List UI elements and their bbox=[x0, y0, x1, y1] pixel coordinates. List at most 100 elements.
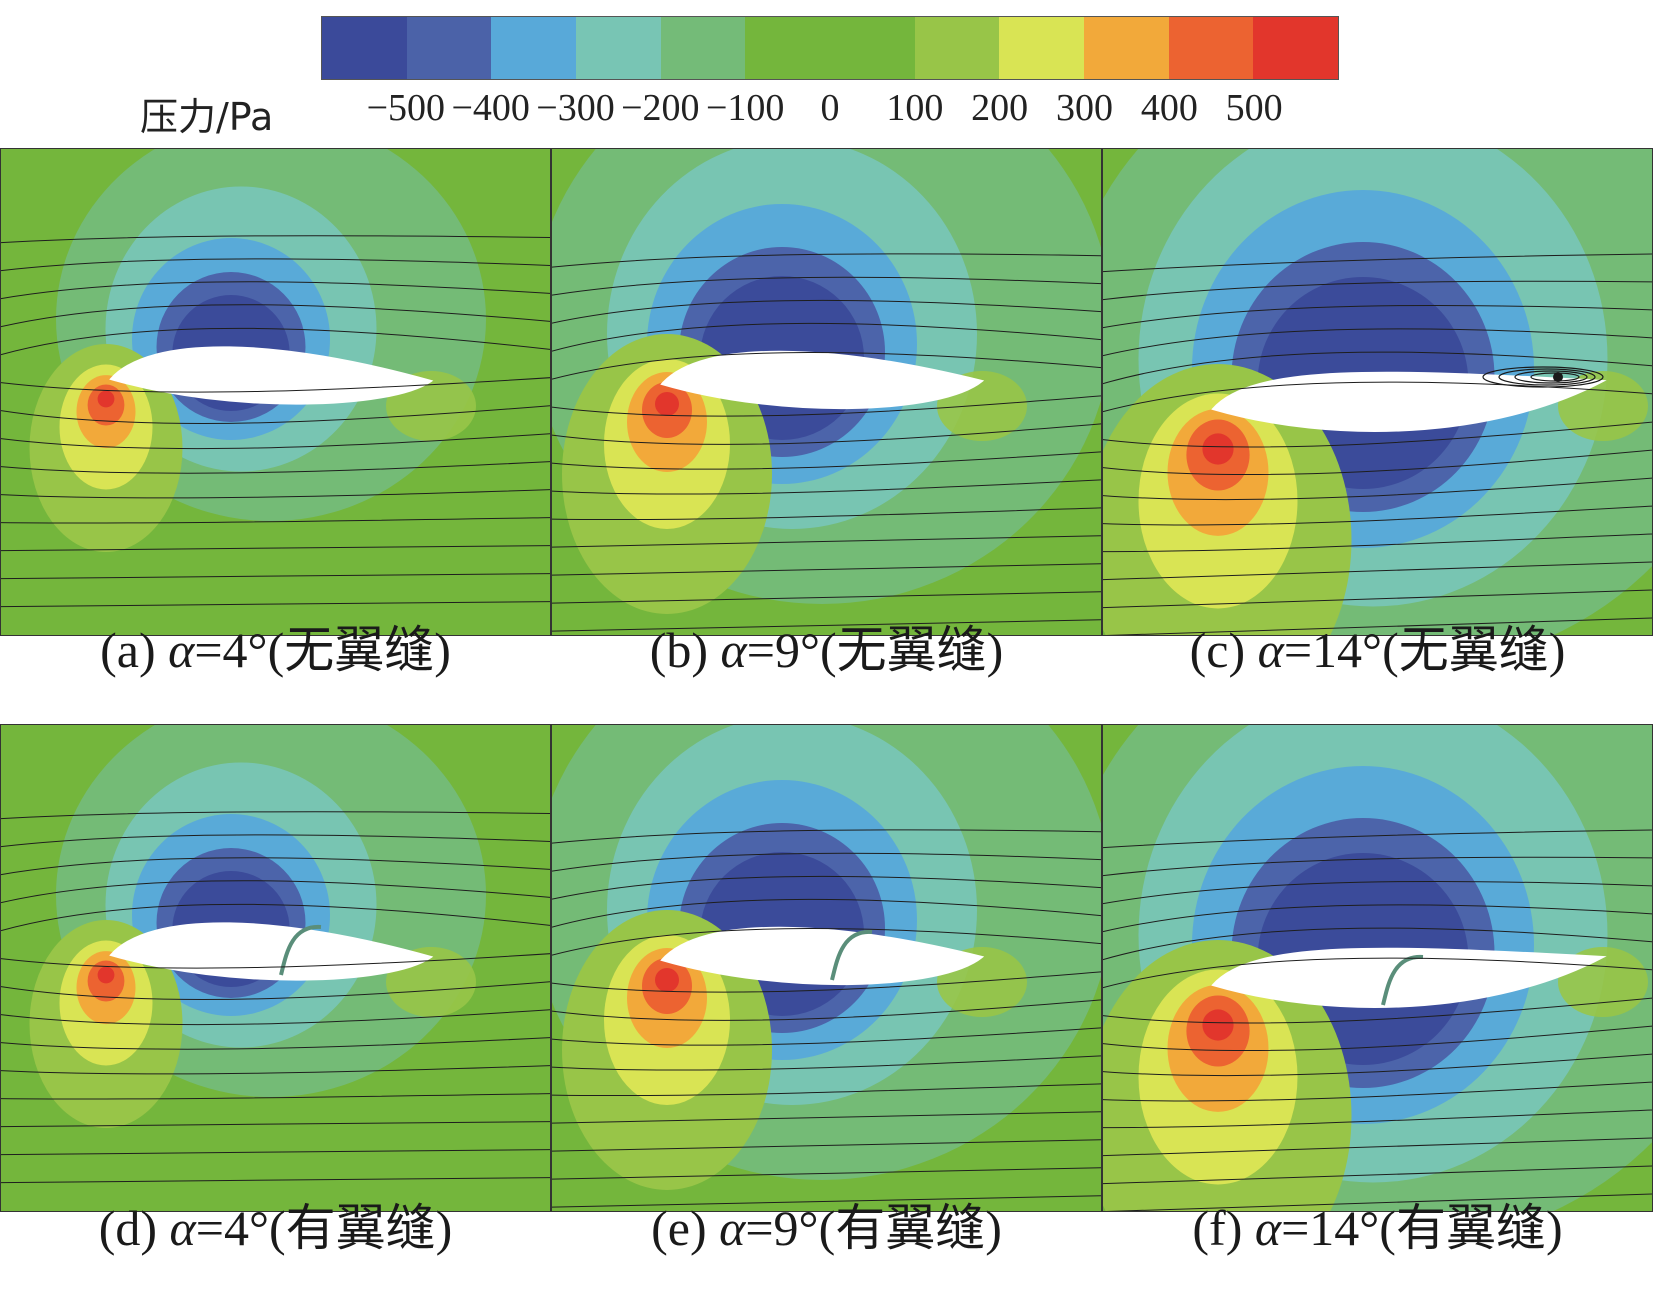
colorbar-swatch-2 bbox=[491, 17, 577, 79]
streamline bbox=[1, 433, 550, 450]
airfoil-body bbox=[109, 346, 434, 405]
panel-caption-b: (b) α=9°(无翼缝) bbox=[551, 610, 1102, 682]
streamline bbox=[552, 1167, 1101, 1180]
colorbar-unit-label: 压力/Pa bbox=[140, 95, 274, 139]
streamlines bbox=[1103, 253, 1652, 635]
streamlines bbox=[1, 235, 550, 608]
colorbar-swatch-0 bbox=[322, 17, 407, 79]
streamline bbox=[1, 489, 550, 499]
streamline bbox=[1, 327, 550, 356]
streamline bbox=[552, 395, 1101, 417]
streamline bbox=[1103, 957, 1652, 989]
slot-gap bbox=[830, 929, 873, 981]
panel-caption-e: (e) α=9°(有翼缝) bbox=[551, 1188, 1102, 1260]
pressure-contour-plot bbox=[1, 725, 550, 1211]
caption-angle: =14° bbox=[1283, 622, 1383, 678]
streamline bbox=[552, 829, 1101, 844]
pressure-region-4 bbox=[1202, 433, 1234, 465]
caption-alpha-symbol: α bbox=[1257, 622, 1284, 678]
caption-letter: (f) bbox=[1192, 1200, 1243, 1256]
streamline bbox=[1103, 904, 1652, 933]
streamline bbox=[1, 405, 550, 424]
pressure-colorbar-legend: 压力/Pa −500 −400 −300 −200 −100 0 100 200 300 400 5… bbox=[0, 0, 1654, 140]
airfoil-body bbox=[1211, 947, 1607, 1008]
panel-caption-c: (c) α=14°(无翼缝) bbox=[1102, 610, 1653, 682]
colorbar-swatch-5 bbox=[745, 17, 831, 79]
streamline bbox=[552, 276, 1101, 296]
streamline bbox=[1, 377, 550, 393]
caption-description: (有翼缝) bbox=[818, 1200, 1002, 1256]
pressure-region-4 bbox=[1202, 1009, 1234, 1041]
panel-caption-a: (a) α=4°(无翼缝) bbox=[0, 610, 551, 682]
airfoil-body bbox=[660, 350, 985, 410]
pressure-contour-plot bbox=[1103, 149, 1652, 635]
streamline bbox=[1, 281, 550, 300]
caption-description: (无翼缝) bbox=[819, 622, 1004, 678]
streamline bbox=[1, 857, 550, 876]
caption-angle: =9° bbox=[746, 622, 820, 678]
streamline bbox=[552, 971, 1101, 993]
colorbar-tick-label: 100 bbox=[886, 87, 944, 129]
streamlines bbox=[552, 253, 1101, 632]
streamline bbox=[552, 1083, 1101, 1097]
streamline bbox=[1103, 927, 1652, 961]
streamline bbox=[552, 619, 1101, 632]
streamline bbox=[1, 1037, 550, 1050]
caption-description: (无翼缝) bbox=[1382, 622, 1566, 678]
streamline bbox=[1, 903, 550, 932]
streamline bbox=[1103, 829, 1652, 849]
colorbar-ticks: −500 −400 −300 −200 −100 0 100 200 300 400 500 bbox=[321, 86, 1339, 130]
streamline bbox=[1103, 505, 1652, 526]
streamline bbox=[552, 563, 1101, 576]
airfoil-body bbox=[109, 922, 434, 981]
caption-letter: (d) bbox=[98, 1200, 158, 1256]
streamline bbox=[1, 1065, 550, 1075]
streamline bbox=[552, 1027, 1101, 1046]
streamline bbox=[552, 322, 1101, 352]
caption-description: (有翼缝) bbox=[268, 1200, 453, 1256]
streamline bbox=[1, 811, 550, 820]
streamline bbox=[552, 423, 1101, 445]
contour-panel-f bbox=[1102, 724, 1653, 1212]
caption-angle: =14° bbox=[1281, 1200, 1380, 1256]
caption-letter: (e) bbox=[651, 1200, 707, 1256]
streamlines bbox=[1, 811, 550, 1184]
streamline bbox=[1, 461, 550, 474]
streamline bbox=[552, 1055, 1101, 1071]
streamline bbox=[1, 304, 550, 328]
pressure-region-4 bbox=[97, 390, 115, 408]
colorbar-swatch-6 bbox=[830, 17, 915, 79]
contour-panel-d bbox=[0, 724, 551, 1212]
colorbar-tick-label: 500 bbox=[1225, 87, 1283, 129]
streamline bbox=[552, 299, 1101, 324]
streamline bbox=[1103, 304, 1652, 329]
caption-description: (有翼缝) bbox=[1379, 1200, 1563, 1256]
streamline bbox=[1, 258, 550, 272]
streamline bbox=[1, 517, 550, 524]
streamline bbox=[1, 1177, 550, 1184]
streamline bbox=[1103, 880, 1652, 905]
streamline bbox=[1103, 449, 1652, 476]
caption-angle: =4° bbox=[194, 622, 268, 678]
caption-alpha-symbol: α bbox=[720, 622, 747, 678]
streamline bbox=[552, 898, 1101, 928]
colorbar-swatch-7 bbox=[914, 17, 1000, 79]
colorbar-swatch-9 bbox=[1084, 17, 1169, 79]
streamline bbox=[1103, 328, 1652, 357]
colorbar-tick-label: −300 bbox=[536, 87, 615, 129]
airfoil-body bbox=[660, 926, 985, 986]
streamline bbox=[1, 573, 550, 580]
streamline bbox=[1, 1009, 550, 1026]
streamline bbox=[552, 999, 1101, 1021]
airfoil-body bbox=[1211, 371, 1607, 432]
colorbar-tick-label: 300 bbox=[1056, 87, 1113, 129]
caption-description: (无翼缝) bbox=[267, 622, 451, 678]
pressure-contour-plot bbox=[1, 149, 550, 635]
pressure-contour-plot bbox=[1103, 725, 1652, 1211]
streamline bbox=[552, 451, 1101, 470]
colorbar-swatch-4 bbox=[660, 17, 746, 79]
pressure-contour-plot bbox=[552, 149, 1101, 635]
streamline bbox=[1103, 1109, 1652, 1129]
streamline bbox=[1, 545, 550, 552]
streamline bbox=[552, 479, 1101, 495]
